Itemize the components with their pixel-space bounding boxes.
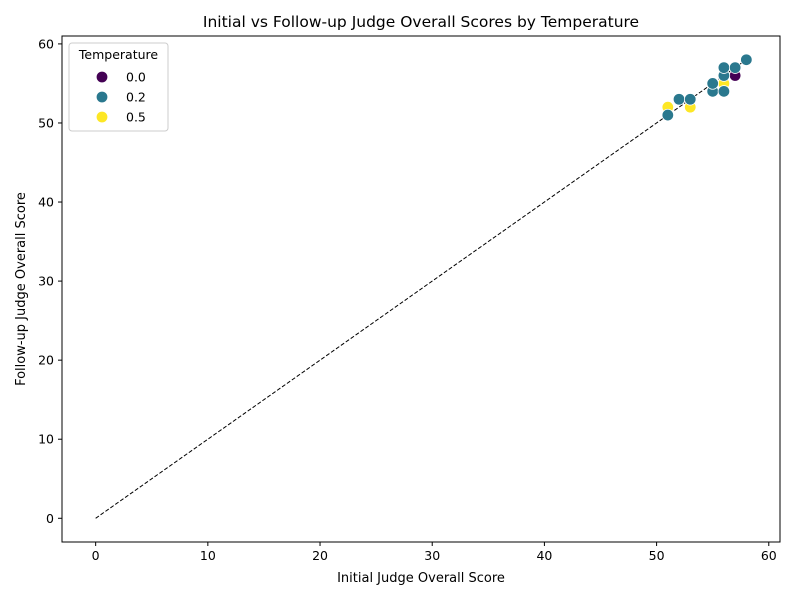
data-point (672, 93, 686, 106)
legend-marker (95, 90, 109, 104)
legend-label: 0.0 (126, 70, 146, 85)
legend: Temperature 0.0 0.2 0.5 (68, 42, 169, 132)
identity-reference-line (95, 59, 747, 519)
data-point (740, 53, 753, 66)
x-tick-label: 50 (649, 548, 665, 563)
y-tick-label: 50 (38, 115, 54, 130)
y-tick-label: 20 (38, 353, 54, 368)
legend-marker (95, 70, 109, 84)
chart-axes: 0 10 20 30 40 50 60 0 10 20 30 40 50 60 (38, 36, 777, 563)
y-axis-title: Follow-up Judge Overall Score (14, 192, 29, 386)
data-point (728, 61, 742, 74)
y-tick-label: 30 (38, 274, 54, 289)
legend-label: 0.5 (126, 110, 146, 125)
legend-marker (95, 110, 109, 124)
y-tick-label: 40 (38, 195, 54, 210)
chart-marks (95, 53, 753, 519)
data-point (717, 61, 731, 74)
data-point (717, 85, 731, 98)
y-tick-label: 0 (46, 511, 54, 526)
y-tick-label: 10 (38, 432, 54, 447)
data-point (706, 77, 719, 90)
chart-title: Initial vs Follow-up Judge Overall Score… (203, 13, 639, 31)
x-tick-label: 30 (424, 548, 440, 563)
legend-label: 0.2 (126, 90, 146, 105)
data-point (684, 93, 697, 106)
x-tick-label: 0 (92, 548, 100, 563)
x-tick-label: 40 (536, 548, 552, 563)
data-point (661, 108, 675, 122)
legend-box (68, 42, 169, 132)
x-tick-label: 20 (312, 548, 328, 563)
x-axis-title: Initial Judge Overall Score (337, 571, 505, 586)
x-tick-label: 60 (761, 548, 777, 563)
plot-frame (61, 35, 781, 543)
y-tick-label: 60 (38, 36, 54, 51)
x-tick-label: 10 (200, 548, 216, 563)
legend-title: Temperature (78, 47, 158, 62)
